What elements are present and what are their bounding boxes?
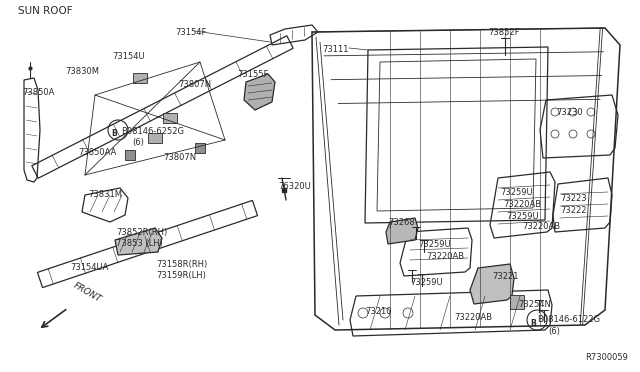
Text: 73159R(LH): 73159R(LH) [156, 271, 206, 280]
Text: 73111: 73111 [322, 45, 349, 54]
Text: 73259U: 73259U [410, 278, 443, 287]
Text: (6): (6) [132, 138, 144, 147]
Text: 73223: 73223 [560, 194, 587, 203]
Text: 73154UA: 73154UA [70, 263, 108, 272]
Text: (6): (6) [548, 327, 560, 336]
Polygon shape [244, 74, 275, 110]
Text: 73230: 73230 [556, 108, 582, 117]
Bar [148, 133, 162, 143]
Text: 73807N: 73807N [163, 153, 196, 162]
Polygon shape [115, 228, 162, 255]
Text: 73259U: 73259U [418, 240, 451, 249]
Bar [163, 113, 177, 123]
Text: FRONT: FRONT [72, 281, 103, 304]
Text: 73830M: 73830M [65, 67, 99, 76]
Text: SUN ROOF: SUN ROOF [18, 6, 72, 16]
Bar [133, 73, 147, 83]
Text: 73259U: 73259U [506, 212, 539, 221]
Text: 73831M: 73831M [88, 190, 122, 199]
Text: 76320U: 76320U [278, 182, 311, 191]
Text: 73853 (LH): 73853 (LH) [116, 239, 163, 248]
Text: 73254N: 73254N [518, 300, 551, 309]
Polygon shape [470, 264, 514, 304]
Text: 73210: 73210 [365, 307, 392, 316]
Text: 73220AB: 73220AB [454, 313, 492, 322]
Text: R7300059: R7300059 [585, 353, 628, 362]
Text: 73220AB: 73220AB [503, 200, 541, 209]
Text: B08146-6122G: B08146-6122G [537, 315, 600, 324]
Text: 73154F: 73154F [175, 28, 206, 37]
Text: 73807N: 73807N [178, 80, 211, 89]
Text: B: B [111, 128, 117, 138]
Text: 73220AB: 73220AB [522, 222, 560, 231]
Text: 73221: 73221 [492, 272, 518, 281]
Text: 73222: 73222 [560, 206, 586, 215]
Text: 73158R(RH): 73158R(RH) [156, 260, 207, 269]
Polygon shape [386, 218, 418, 244]
Text: 73268: 73268 [388, 218, 415, 227]
Text: 73852R(RH): 73852R(RH) [116, 228, 167, 237]
Text: B08146-6252G: B08146-6252G [121, 127, 184, 136]
Bar [125, 150, 135, 160]
Text: 73852F: 73852F [488, 28, 520, 37]
Text: 73850A: 73850A [22, 88, 54, 97]
Text: 73850AA: 73850AA [78, 148, 116, 157]
Text: 73154U: 73154U [112, 52, 145, 61]
Bar [510, 295, 524, 309]
Text: B: B [530, 318, 536, 327]
Text: 73220AB: 73220AB [426, 252, 464, 261]
Text: 73259U: 73259U [500, 188, 532, 197]
Bar [195, 143, 205, 153]
Text: 73155F: 73155F [237, 70, 268, 79]
